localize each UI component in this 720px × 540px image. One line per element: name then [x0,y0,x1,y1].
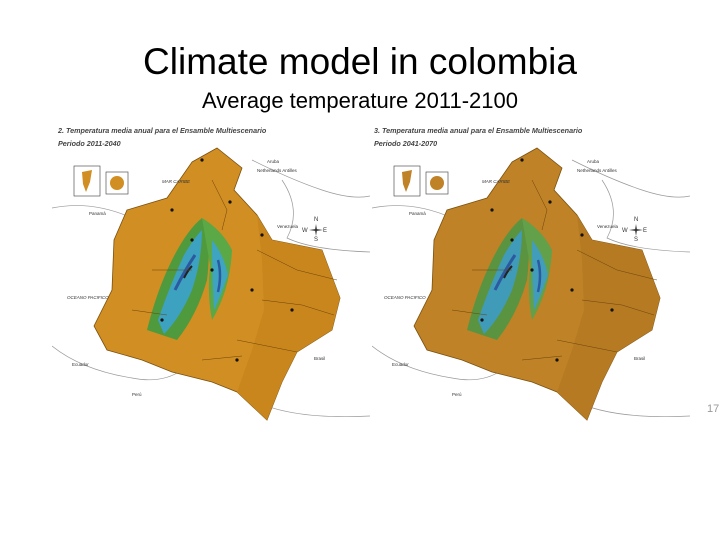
map-panel-2011-2040: 2. Temperatura media anual para el Ensam… [52,120,370,432]
label-aruba: Aruba [587,159,600,164]
map-heading: 3. Temperatura media anual para el Ensam… [374,126,583,135]
label-peru: Perú [452,392,462,397]
label-venezuela: Venezuela [277,224,299,229]
compass-rose: N S W E [622,217,647,243]
label-panama: Panamá [89,211,106,216]
label-panama: Panamá [409,211,426,216]
compass-e: E [323,228,327,234]
label-caribbean: MAR CARIBE [482,179,511,184]
label-antilles: Netherlands Antilles [257,168,298,173]
map-period: Periodo 2011-2040 [58,139,121,148]
label-brazil: Brasil [634,356,645,361]
slide-title: Climate model in colombia [143,41,577,82]
country-borders [52,159,370,418]
compass-e: E [643,228,647,234]
inset-locator [393,165,449,197]
label-ecuador: Ecuador [392,362,409,367]
slide-subtitle: Average temperature 2011-2100 [202,88,518,113]
compass-w: W [302,228,308,234]
label-venezuela: Venezuela [597,224,619,229]
map-panel-2041-2070: 3. Temperatura media anual para el Ensam… [372,120,690,432]
label-peru: Perú [132,392,142,397]
compass-w: W [622,228,628,234]
colombia-map [93,147,341,421]
label-pacific: OCEANO PACIFICO [384,295,426,300]
compass-s: S [314,237,318,243]
page-number: 17 [707,403,720,415]
inset-locator [73,165,129,197]
colombia-map [413,147,661,421]
compass-n: N [314,217,318,223]
compass-rose: N S W E [302,217,327,243]
compass-n: N [634,217,638,223]
label-caribbean: MAR CARIBE [162,179,191,184]
label-brazil: Brasil [314,356,325,361]
label-pacific: OCEANO PACIFICO [67,295,109,300]
compass-s: S [634,237,638,243]
map-period: Periodo 2041-2070 [374,139,437,148]
label-ecuador: Ecuador [72,362,89,367]
map-heading: 2. Temperatura media anual para el Ensam… [57,126,267,135]
label-aruba: Aruba [267,159,280,164]
label-antilles: Netherlands Antilles [577,168,618,173]
